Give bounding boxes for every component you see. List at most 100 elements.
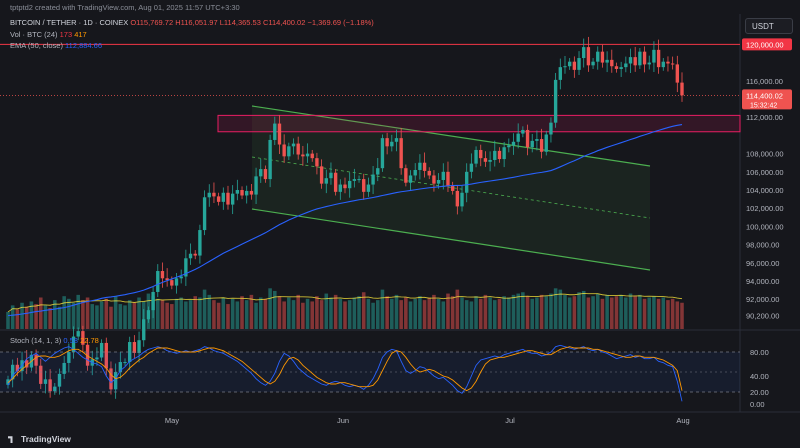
candle-body (240, 190, 244, 196)
currency-button[interactable]: USDT (745, 18, 793, 34)
candle-body (39, 365, 43, 384)
candle-body (600, 51, 605, 63)
candle-body (202, 197, 207, 231)
volume-bar (249, 294, 254, 329)
volume-bar (333, 294, 338, 329)
time-axis-label: Aug (676, 416, 689, 425)
last-price-label: 114,400.02 (746, 91, 783, 100)
tradingview-logo[interactable]: TradingView (8, 434, 71, 444)
volume-bar (202, 289, 207, 329)
candle-body (441, 171, 445, 181)
volume-bar (315, 296, 319, 329)
candle-body (216, 196, 221, 202)
candle-body (165, 278, 169, 281)
stoch-label[interactable]: Stoch (14, 1, 3) (10, 336, 62, 345)
volume-bar (521, 292, 525, 329)
volume-bar (432, 294, 436, 329)
volume-bar (324, 293, 329, 329)
price-axis-label: 116,000.00 (746, 77, 783, 86)
candle-body (376, 168, 380, 175)
candle-body (427, 170, 431, 176)
candle-body (254, 176, 258, 195)
candle-body (432, 175, 436, 184)
stoch-axis-label: 0.00 (750, 400, 765, 409)
candle-body (305, 153, 310, 157)
resistance-price-tag (742, 38, 792, 51)
volume-bar (525, 296, 530, 329)
brand-label: TradingView (21, 434, 71, 444)
volume-bar (441, 301, 446, 329)
volume-bar (20, 302, 24, 329)
volume-bar (595, 293, 600, 329)
volume-bar (34, 304, 38, 329)
volume-bar (291, 300, 296, 329)
candle-body (366, 184, 371, 192)
volume-bar (287, 297, 291, 329)
volume-bar (29, 301, 34, 329)
volume-bar (53, 300, 57, 329)
candle-body (277, 123, 282, 145)
stoch-d-line (7, 346, 683, 392)
volume-bar (581, 290, 586, 329)
candle-body (184, 258, 188, 277)
candle-body (25, 360, 29, 368)
candle-body (338, 184, 343, 192)
symbol-label[interactable]: BITCOIN / TETHER · 1D · COINEX (10, 18, 129, 27)
volume-bar (99, 301, 104, 329)
candle-body (455, 190, 460, 207)
volume-bar (240, 296, 244, 329)
time-axis-label: Jun (337, 416, 349, 425)
legend-stoch: Stoch (14, 1, 3) 0.58 22.78 (10, 336, 99, 345)
candle-body (291, 143, 296, 147)
candle-body (628, 57, 633, 64)
candle-body (483, 158, 488, 162)
candle-body (315, 158, 319, 167)
volume-bar (624, 297, 628, 329)
candle-body (324, 178, 328, 184)
volume-bar (301, 302, 305, 329)
price-axis-label: 94,000.00 (746, 277, 779, 286)
volume-bar (43, 305, 48, 329)
volume-bar (188, 300, 193, 329)
candle-body (507, 145, 511, 148)
volume-bar (198, 297, 202, 329)
candle-body (670, 63, 675, 65)
volume-bar (586, 297, 591, 329)
stoch-d-value: 22.78 (80, 336, 99, 345)
candle-body (10, 364, 15, 380)
candle-body (76, 331, 80, 337)
volume-bar (516, 293, 520, 329)
volume-bar (422, 300, 427, 329)
price-axis-label: 90,200.00 (746, 312, 779, 321)
candle-body (624, 63, 628, 68)
candle-body (282, 144, 286, 157)
candle-body (586, 47, 591, 66)
candle-body (113, 372, 118, 390)
volume-bar (610, 297, 614, 329)
volume-bar (371, 302, 375, 329)
candle-body (497, 150, 502, 160)
channel-mid-line (251, 156, 651, 219)
volume-value-1: 173 (59, 30, 73, 39)
volume-bar (319, 300, 324, 329)
candle-body (319, 166, 324, 184)
candle-body (647, 62, 651, 65)
candle-body (422, 162, 427, 171)
volume-bar (502, 296, 506, 329)
volume-bar (104, 298, 109, 329)
volume-bar (62, 296, 66, 329)
stoch-axis-label: 20.00 (750, 388, 769, 397)
volume-label[interactable]: Vol · BTC (24) (10, 30, 58, 39)
candle-body (193, 253, 197, 256)
candle-body (399, 138, 403, 169)
price-axis-label: 102,000.00 (746, 204, 784, 213)
volume-bar (127, 300, 132, 329)
candle-body (436, 180, 441, 184)
candle-body (460, 192, 464, 207)
volume-bar (558, 289, 563, 329)
volume-bar (113, 296, 118, 329)
ema-label[interactable]: EMA (50, close) (10, 41, 63, 50)
candle-body (263, 169, 268, 180)
candle-body (142, 319, 146, 341)
